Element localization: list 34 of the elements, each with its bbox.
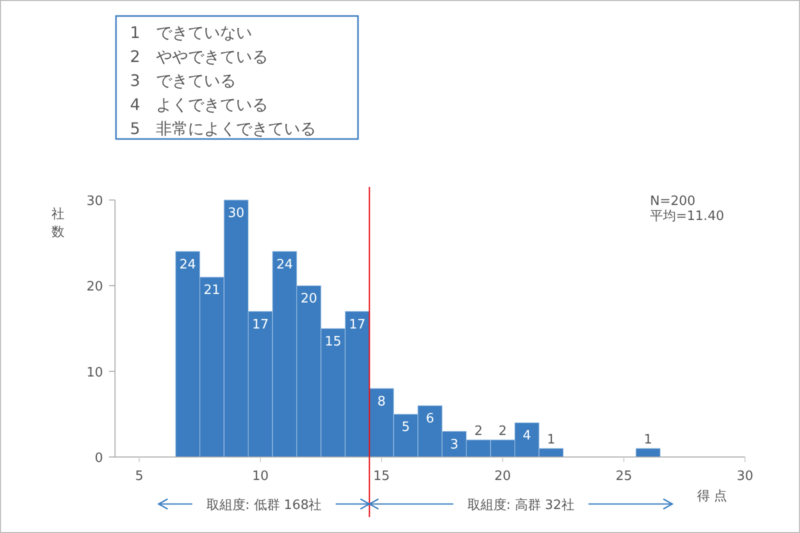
x-tick-label: 5 bbox=[135, 469, 144, 484]
data-label: 2 bbox=[474, 424, 483, 439]
y-tick-label: 0 bbox=[94, 451, 103, 466]
data-label: 1 bbox=[644, 432, 652, 448]
data-label: 30 bbox=[228, 206, 244, 221]
legend-box: 1 できていない 2 ややできている 3 できている 4 よくできている 5 非常によくできている bbox=[115, 15, 359, 140]
y-tick-label: 10 bbox=[86, 365, 103, 380]
data-label: 1 bbox=[547, 432, 556, 448]
data-label: 2 bbox=[498, 424, 507, 439]
x-axis-title: 得 点 bbox=[696, 489, 728, 504]
annotation: N=200 bbox=[650, 194, 696, 209]
y-tick-label: 20 bbox=[86, 280, 103, 295]
data-label: 24 bbox=[179, 257, 196, 272]
data-label: 17 bbox=[252, 317, 269, 332]
arrow-low-group: 取組度: 低群 168社 bbox=[157, 498, 371, 513]
x-tick-label: 15 bbox=[373, 469, 390, 484]
y-axis-title: 社数 bbox=[52, 207, 64, 240]
annotation: 平均=11.40 bbox=[650, 209, 724, 224]
data-label: 15 bbox=[324, 334, 342, 350]
x-tick-label: 10 bbox=[252, 469, 269, 484]
x-tick-label: 25 bbox=[616, 469, 632, 484]
data-label: 20 bbox=[300, 292, 318, 307]
y-tick-label: 30 bbox=[86, 194, 103, 209]
data-label: 5 bbox=[402, 420, 410, 436]
data-label: 21 bbox=[204, 283, 220, 298]
data-label: 17 bbox=[349, 317, 366, 332]
arrow-high-group: 取組度: 高群 32社 bbox=[368, 498, 674, 513]
data-label: 24 bbox=[276, 257, 293, 272]
x-tick-label: 20 bbox=[494, 469, 511, 484]
data-label: 8 bbox=[377, 394, 386, 410]
x-tick-label: 30 bbox=[736, 469, 754, 484]
data-label: 3 bbox=[450, 437, 458, 452]
data-label: 4 bbox=[522, 428, 532, 444]
data-label: 6 bbox=[426, 412, 434, 427]
